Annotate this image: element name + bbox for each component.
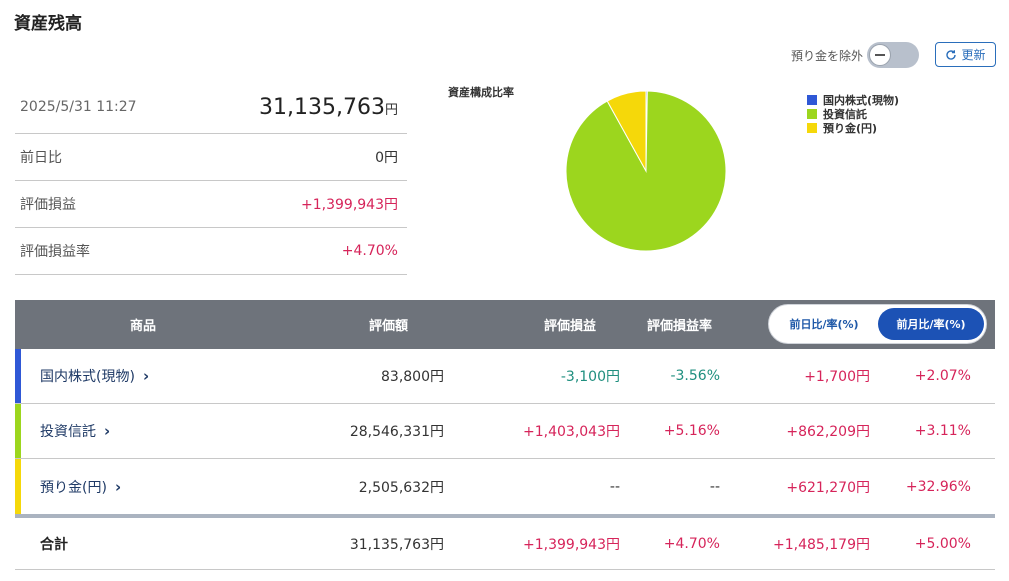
- pie-chart: [565, 90, 727, 252]
- cell-month-rate: +32.96%: [905, 478, 971, 495]
- refresh-label: 更新: [961, 48, 986, 62]
- total-row: 合計 31,135,763円 +1,399,943円 +4.70% +1,485…: [15, 518, 995, 570]
- cell-rate: --: [709, 478, 720, 495]
- exclude-deposit-toggle[interactable]: [867, 42, 919, 68]
- tab-month-change[interactable]: 前月比/率(%): [878, 308, 984, 340]
- summary-total-row: 2025/5/31 11:27 31,135,763円: [15, 81, 407, 134]
- table-header: 商品 評価額 評価損益 評価損益率 前日比/率(%) 前月比/率(%): [15, 300, 995, 349]
- cell-month-amount: +862,209円: [786, 424, 870, 440]
- period-toggle: 前日比/率(%) 前月比/率(%): [768, 304, 987, 344]
- cell-rate: +5.16%: [663, 423, 720, 439]
- summary-label: 前日比: [20, 150, 62, 166]
- header-gain: 評価損益: [544, 319, 597, 334]
- cell-value: 28,546,331円: [349, 424, 444, 440]
- row-accent: [15, 404, 21, 458]
- total-yen: 円: [384, 102, 398, 118]
- chevron-right-icon: ›: [114, 477, 122, 496]
- cell-month-amount: +1,485,179円: [773, 536, 870, 553]
- legend-label: 国内株式(現物): [823, 94, 900, 107]
- summary-row-rate: 評価損益率 +4.70%: [15, 228, 407, 275]
- summary-row-prevday: 前日比 0円: [15, 134, 407, 181]
- cell-month-amount: +621,270円: [786, 479, 870, 496]
- summary-label: 評価損益: [20, 197, 76, 213]
- cell-gain: -3,100円: [560, 369, 620, 385]
- summary-value: +4.70%: [341, 243, 398, 259]
- total-divider: [15, 514, 995, 518]
- tab-day-change[interactable]: 前日比/率(%): [773, 308, 875, 340]
- cell-gain: +1,399,943円: [523, 536, 620, 553]
- refresh-button[interactable]: 更新: [935, 42, 996, 67]
- cell-month-rate: +5.00%: [914, 535, 971, 552]
- total-amount: 31,135,763: [259, 94, 385, 120]
- cell-month-amount: +1,700円: [804, 369, 870, 385]
- chevron-right-icon: ›: [104, 422, 111, 440]
- cell-value: 31,135,763円: [349, 536, 444, 553]
- cell-value: 83,800円: [381, 369, 444, 385]
- cell-gain: --: [609, 478, 620, 495]
- summary-row-gain: 評価損益 +1,399,943円: [15, 181, 407, 228]
- cell-rate: +4.70%: [663, 535, 720, 552]
- table-row: 国内株式(現物) › 83,800円 -3,100円 -3.56% +1,700円…: [15, 349, 995, 404]
- product-name: 預り金(円): [40, 479, 107, 496]
- refresh-icon: [946, 49, 957, 60]
- legend-swatch: [807, 95, 817, 105]
- product-name: 国内株式(現物): [40, 369, 135, 385]
- summary-datetime: 2025/5/31 11:27: [20, 99, 137, 115]
- exclude-deposit-label: 預り金を除外: [791, 49, 864, 63]
- header-value: 評価額: [369, 319, 409, 334]
- legend-swatch: [807, 109, 817, 119]
- pie-slice-2: [606, 90, 647, 173]
- product-link[interactable]: 投資信託 ›: [40, 404, 110, 458]
- toggle-knob[interactable]: [869, 44, 891, 66]
- cell-month-rate: +3.11%: [914, 423, 971, 439]
- cell-rate: -3.56%: [670, 368, 720, 384]
- table-row: 投資信託 › 28,546,331円 +1,403,043円 +5.16% +86…: [15, 404, 995, 459]
- cell-value: 2,505,632円: [358, 479, 444, 496]
- total-label: 合計: [40, 536, 68, 553]
- legend-label: 預り金(円): [823, 122, 878, 135]
- chart-title: 資産構成比率: [448, 86, 514, 99]
- summary-value: +1,399,943円: [301, 197, 398, 213]
- row-accent: [15, 459, 21, 514]
- legend-item: 投資信託: [807, 107, 899, 121]
- summary-total: 31,135,763円: [259, 95, 407, 120]
- chart-legend: 国内株式(現物) 投資信託 預り金(円): [807, 93, 899, 135]
- legend-label: 投資信託: [823, 108, 867, 121]
- product-name: 投資信託: [40, 424, 96, 440]
- legend-swatch: [807, 123, 817, 133]
- summary-value: 0円: [375, 150, 398, 166]
- summary-label: 評価損益率: [20, 244, 90, 260]
- row-accent: [15, 349, 21, 403]
- product-link[interactable]: 国内株式(現物) ›: [40, 349, 149, 403]
- cell-gain: +1,403,043円: [523, 424, 620, 440]
- table-row: 預り金(円) › 2,505,632円 -- -- +621,270円 +32.9…: [15, 459, 995, 514]
- page-title: 資産残高: [14, 14, 82, 34]
- legend-item: 国内株式(現物): [807, 93, 899, 107]
- legend-item: 預り金(円): [807, 121, 899, 135]
- header-rate: 評価損益率: [647, 319, 713, 334]
- product-link[interactable]: 預り金(円) ›: [40, 459, 121, 514]
- cell-month-rate: +2.07%: [914, 368, 971, 384]
- asset-table: 商品 評価額 評価損益 評価損益率 前日比/率(%) 前月比/率(%) 国内株式…: [15, 300, 995, 570]
- chevron-right-icon: ›: [142, 367, 150, 385]
- header-product: 商品: [130, 319, 157, 334]
- summary-panel: 2025/5/31 11:27 31,135,763円 前日比 0円 評価損益 …: [15, 81, 407, 275]
